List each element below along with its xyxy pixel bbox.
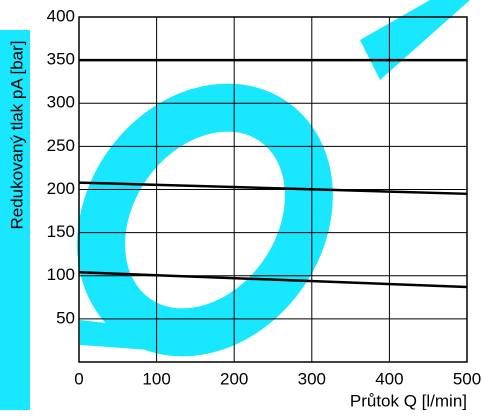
y-axis-label: Redukovaný tlak pA [bar] [7, 40, 26, 229]
y-tick-label: 100 [47, 265, 75, 284]
series-line [78, 271, 468, 289]
x-tick-label: 500 [453, 369, 481, 388]
y-tick-label: 400 [47, 6, 75, 25]
x-tick-label: 300 [298, 369, 326, 388]
x-tick-label: 0 [74, 369, 83, 388]
y-tick-label: 250 [47, 136, 75, 155]
series-line [78, 181, 468, 196]
x-tick-label: 100 [142, 369, 170, 388]
y-tick-label: 300 [47, 93, 75, 112]
y-tick-label: 350 [47, 50, 75, 69]
x-tick-label: 200 [220, 369, 248, 388]
y-tick-label: 150 [47, 222, 75, 241]
y-tick-label: 50 [56, 308, 75, 327]
x-axis-label: Průtok Q [l/min] [350, 391, 467, 410]
x-tick-label: 400 [375, 369, 403, 388]
y-tick-label: 200 [47, 179, 75, 198]
